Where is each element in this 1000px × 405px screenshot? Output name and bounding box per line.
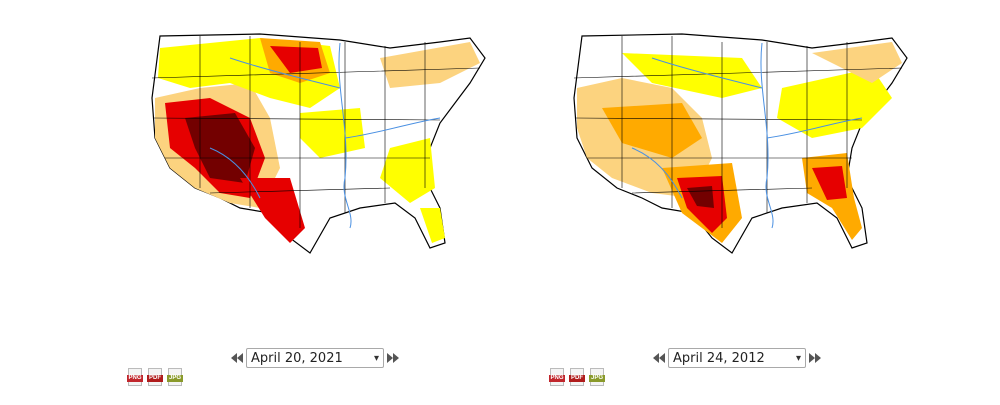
double-right-arrow-icon[interactable]: [386, 351, 400, 365]
double-left-arrow-icon[interactable]: [652, 351, 666, 365]
download-buttons: PNG PDF JPG: [549, 368, 605, 386]
date-select[interactable]: April 20, 2021 ▾: [246, 348, 384, 368]
drought-map-panel-2021: April 20, 2021 ▾ PNG PDF JPG: [127, 33, 486, 386]
us-drought-map-2012: [573, 33, 908, 254]
png-download-icon[interactable]: PNG: [549, 368, 565, 386]
pdf-download-icon[interactable]: PDF: [569, 368, 585, 386]
file-type-label: PNG: [549, 375, 565, 382]
jpg-download-icon[interactable]: JPG: [167, 368, 183, 386]
png-download-icon[interactable]: PNG: [127, 368, 143, 386]
file-type-label: JPG: [589, 375, 605, 382]
date-navigator: April 24, 2012 ▾: [652, 347, 822, 369]
drought-map-panel-2012: April 24, 2012 ▾ PNG PDF JPG: [422, 0, 922, 405]
date-select[interactable]: April 24, 2012 ▾: [668, 348, 806, 368]
date-select-value: April 20, 2021: [251, 350, 343, 366]
file-type-label: JPG: [167, 375, 183, 382]
chevron-down-icon: ▾: [373, 352, 379, 364]
file-type-label: PNG: [127, 375, 143, 382]
us-drought-map-2021: [151, 33, 486, 254]
file-type-label: PDF: [569, 375, 585, 382]
pdf-download-icon[interactable]: PDF: [147, 368, 163, 386]
jpg-download-icon[interactable]: JPG: [589, 368, 605, 386]
state-borders: [151, 36, 481, 228]
download-buttons: PNG PDF JPG: [127, 368, 183, 386]
date-select-value: April 24, 2012: [673, 350, 765, 366]
double-left-arrow-icon[interactable]: [230, 351, 244, 365]
file-type-label: PDF: [147, 375, 163, 382]
chevron-down-icon: ▾: [795, 352, 801, 364]
rivers: [631, 42, 863, 229]
state-borders: [573, 36, 903, 228]
rivers: [209, 42, 441, 229]
date-navigator: April 20, 2021 ▾: [230, 347, 400, 369]
double-right-arrow-icon[interactable]: [808, 351, 822, 365]
